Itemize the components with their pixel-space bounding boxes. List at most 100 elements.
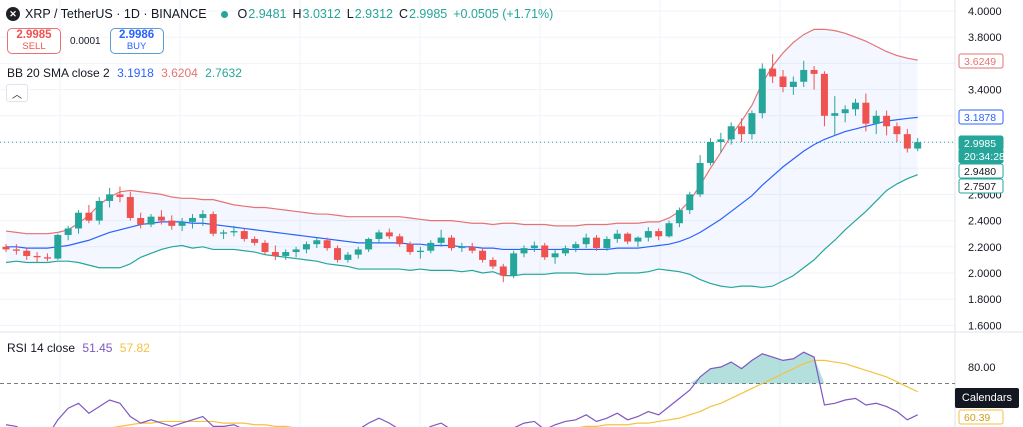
symbol-title[interactable]: XRP / TetherUS · 1D · BINANCE [25, 7, 207, 21]
candle [334, 245, 342, 263]
candle-body [634, 237, 642, 242]
candle [230, 225, 238, 237]
candle [447, 235, 455, 251]
price-axis-label: 3.6249 [958, 53, 1004, 69]
candle [220, 229, 228, 239]
candle [541, 242, 549, 260]
bb-upper-value: 3.6204 [161, 66, 198, 80]
candle-body [738, 126, 746, 135]
candle [551, 249, 559, 264]
candle-body [230, 231, 238, 233]
candle [789, 76, 797, 95]
candle-body [354, 249, 362, 255]
candle-body [561, 248, 569, 254]
candle [64, 225, 72, 241]
bb-band-fill [6, 29, 918, 288]
candle-body [551, 253, 559, 258]
candle-body [385, 232, 393, 237]
candle [106, 187, 114, 208]
candle [479, 248, 487, 263]
collapse-legend-button[interactable]: ︿ [6, 84, 28, 102]
candle [820, 71, 828, 127]
candle-body [396, 236, 404, 245]
candle-body [489, 259, 497, 267]
rsi-line [5, 351, 918, 427]
candle [510, 250, 518, 279]
candle-body [427, 242, 435, 251]
spread-value: 0.0001 [70, 35, 101, 47]
candle [634, 236, 642, 247]
candle [862, 93, 870, 132]
candle [593, 235, 601, 251]
price-axis-label-text: 2.9985 [964, 138, 996, 150]
candle-body [375, 232, 383, 239]
price-axis-label: 2.9985 [958, 135, 1004, 151]
candle-body [593, 237, 601, 249]
candle-body [572, 244, 580, 249]
candle-body [810, 69, 818, 74]
candle [852, 98, 860, 116]
candle-body [883, 115, 891, 127]
sell-button[interactable]: 2.9985 SELL [7, 28, 61, 54]
candle [116, 186, 124, 203]
candle [644, 227, 652, 242]
price-axis-label-text: 2.9480 [964, 166, 996, 178]
candle-body [686, 194, 694, 211]
candle [209, 211, 217, 237]
candle-body [43, 257, 51, 259]
candle [530, 241, 538, 253]
candle-body [541, 245, 549, 258]
candle [178, 217, 186, 232]
price-axis-label-box [958, 148, 1004, 164]
candle-body [437, 237, 445, 243]
candle [12, 244, 20, 255]
candle [613, 229, 621, 243]
candle-body [510, 253, 518, 276]
candle-body [157, 216, 165, 221]
rsi-ma-axis-box [958, 409, 1004, 425]
candle-body [624, 233, 632, 242]
candle-body [779, 76, 787, 87]
candle [168, 215, 176, 230]
rsi-legend[interactable]: RSI 14 close 51.45 57.82 [7, 341, 150, 355]
candle [385, 228, 393, 239]
buy-button[interactable]: 2.9986 BUY [109, 28, 164, 54]
candle-body [334, 248, 342, 260]
candle-body [261, 242, 269, 253]
bb-legend[interactable]: BB 20 SMA close 2 3.1918 3.6204 2.7632 [7, 66, 242, 80]
candle [23, 248, 31, 260]
candle [665, 220, 673, 238]
market-status-icon [220, 10, 228, 18]
candle [582, 233, 590, 249]
candle [147, 214, 155, 228]
price-axis-label-text: 20:34:28 [964, 151, 1005, 163]
candle-body [147, 216, 155, 225]
candle [188, 214, 196, 229]
rsi-tick-label: 80.00 [968, 362, 996, 374]
candle [831, 96, 839, 136]
candle-body [893, 126, 901, 135]
candle [758, 63, 766, 119]
candle [561, 245, 569, 256]
candle [240, 228, 248, 242]
price-axis-label-text: 2.7507 [964, 181, 996, 193]
candle-body [23, 250, 31, 256]
candle-body [717, 139, 725, 142]
candle [157, 210, 165, 225]
chart-header: ✕ XRP / TetherUS · 1D · BINANCE O2.9481 … [6, 5, 559, 23]
bb-lower-value: 2.7632 [205, 66, 242, 80]
candle-body [137, 217, 145, 225]
price-axis-label-text: 3.6249 [964, 56, 996, 68]
candle [282, 249, 290, 260]
candle-body [862, 102, 870, 124]
candle-body [209, 214, 217, 234]
candle-body [582, 237, 590, 245]
calendars-tooltip: Calendars [955, 388, 1019, 408]
candle [686, 191, 694, 215]
candle [810, 66, 818, 90]
price-tick-label: 3.8000 [968, 32, 1002, 44]
candle-body [199, 214, 207, 218]
rsi-ma-axis-label: 60.39 [958, 409, 1004, 425]
sell-price: 2.9985 [16, 29, 52, 41]
